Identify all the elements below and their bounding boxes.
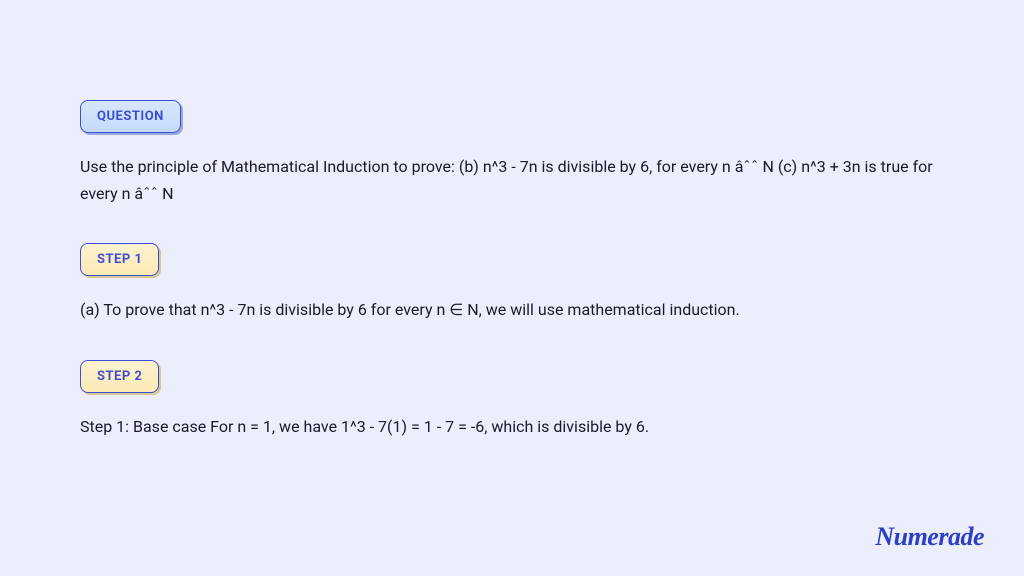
question-section: QUESTION Use the principle of Mathematic… — [80, 100, 944, 207]
question-badge: QUESTION — [80, 100, 181, 133]
numerade-logo: Numerade — [875, 522, 984, 552]
step-1-badge-label: STEP 1 — [97, 252, 142, 267]
question-badge-label: QUESTION — [97, 109, 164, 124]
question-text: Use the principle of Mathematical Induct… — [80, 153, 944, 207]
step-2-badge-label: STEP 2 — [97, 369, 142, 384]
step-1-section: STEP 1 (a) To prove that n^3 - 7n is div… — [80, 243, 944, 323]
step-2-badge: STEP 2 — [80, 360, 159, 393]
step-1-text: (a) To prove that n^3 - 7n is divisible … — [80, 296, 944, 323]
step-2-text: Step 1: Base case For n = 1, we have 1^3… — [80, 413, 944, 440]
step-1-badge: STEP 1 — [80, 243, 159, 276]
step-2-section: STEP 2 Step 1: Base case For n = 1, we h… — [80, 360, 944, 440]
